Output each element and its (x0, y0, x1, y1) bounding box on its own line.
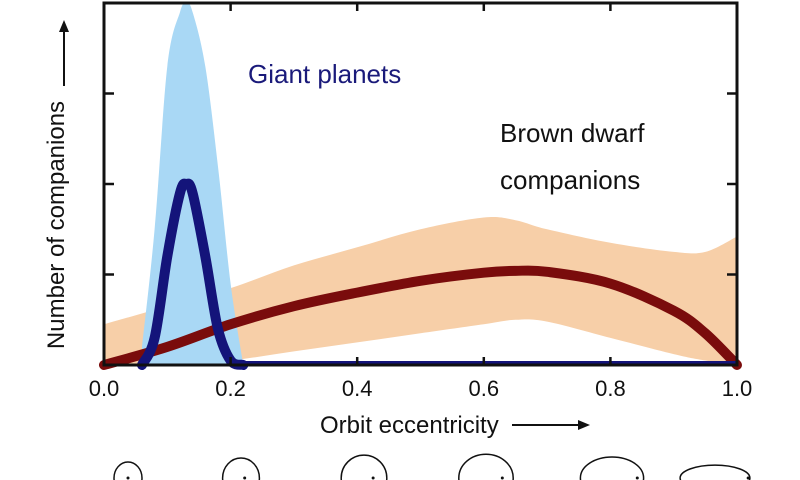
orbit-ellipse-0 (113, 461, 143, 480)
annotations: Giant planets Brown dwarf companions (248, 59, 645, 195)
brown-dwarf-band (104, 217, 737, 366)
x-tick-label: 0.2 (215, 376, 246, 401)
confidence-bands (104, 2, 737, 366)
orbit-ellipse-4 (579, 456, 645, 480)
giant-planets-line (137, 178, 249, 370)
annotation-giant-planets: Giant planets (248, 59, 401, 89)
orbit-star-4 (635, 476, 639, 480)
y-axis-label: Number of companions (43, 101, 70, 349)
orbit-star-0 (126, 476, 130, 480)
x-axis-arrow-head (578, 420, 590, 430)
orbit-star-5 (746, 476, 750, 480)
axis-ticks (102, 3, 739, 365)
orbit-star-3 (500, 476, 504, 480)
orbit-star-1 (243, 476, 247, 480)
orbit-ellipse-3 (458, 453, 514, 480)
x-tick-label: 0.0 (89, 376, 120, 401)
y-axis-arrow-head (59, 20, 69, 32)
x-tick-label: 0.4 (342, 376, 373, 401)
orbit-ellipse-5 (679, 464, 751, 480)
axis-labels: Orbit eccentricity Number of companions (43, 20, 590, 439)
annotation-brown-dwarf: Brown dwarf (500, 118, 645, 148)
orbit-star-2 (371, 476, 375, 480)
x-tick-label: 1.0 (722, 376, 753, 401)
annotation-companions: companions (500, 165, 640, 195)
series-lines (99, 178, 742, 370)
brown-dwarf-line (99, 265, 742, 370)
orbit-ellipse-2 (340, 454, 388, 480)
orbit-ellipse-1 (221, 457, 261, 480)
x-tick-label: 0.8 (595, 376, 626, 401)
x-axis-label: Orbit eccentricity (320, 412, 499, 439)
x-tick-label: 0.6 (469, 376, 500, 401)
orbit-illustrations (113, 453, 751, 480)
x-tick-labels: 0.0 0.2 0.4 0.6 0.8 1.0 (89, 376, 753, 401)
